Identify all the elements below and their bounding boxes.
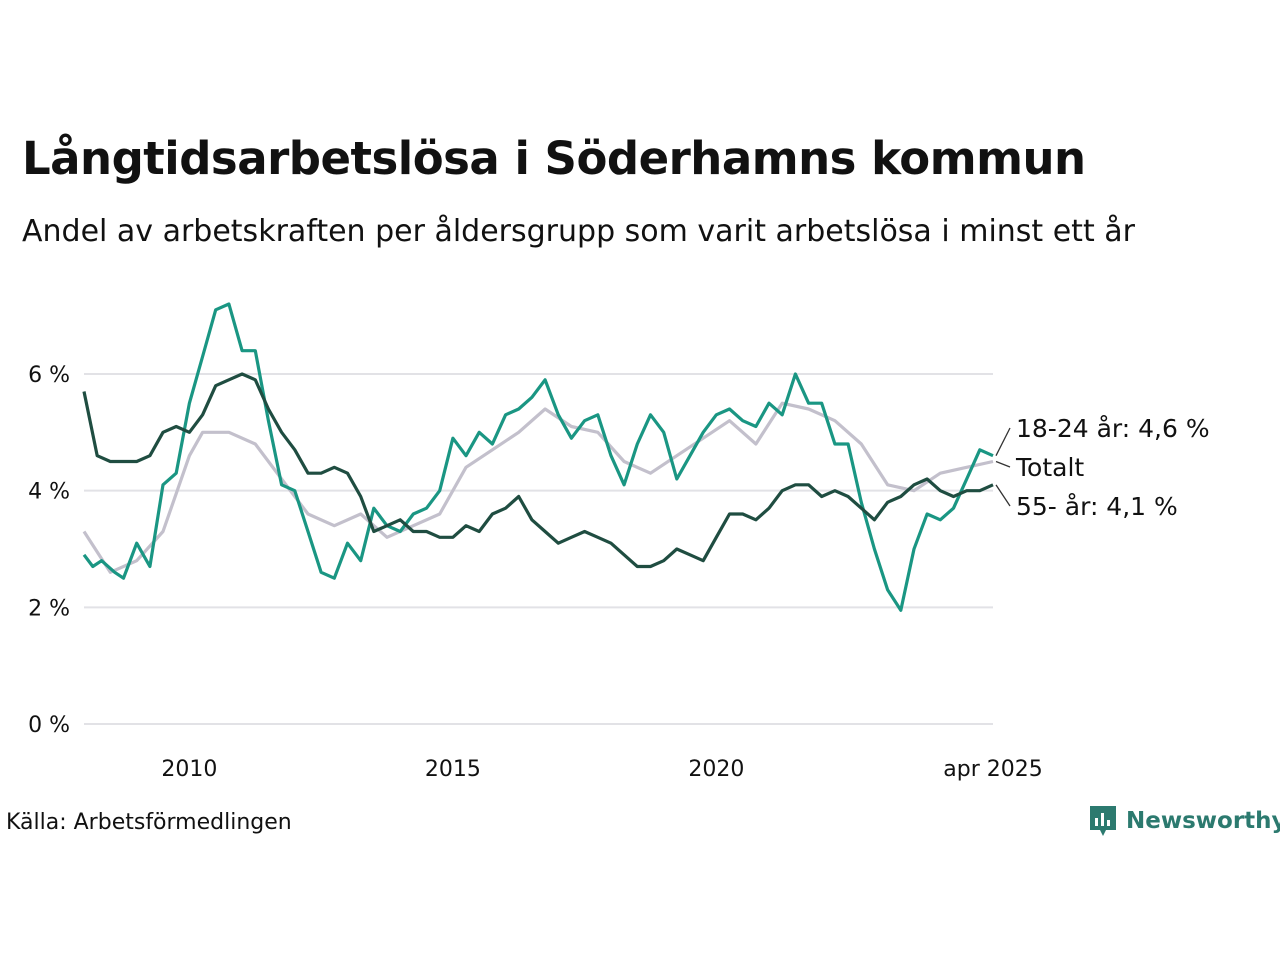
- source-note: Källa: Arbetsförmedlingen: [6, 810, 292, 835]
- series-lines: [82, 302, 994, 612]
- series-line-totalt: [82, 401, 994, 574]
- x-tick-label: 2015: [425, 757, 481, 782]
- leader-line: [995, 460, 1011, 468]
- chart-subtitle: Andel av arbetskraften per åldersgrupp s…: [22, 214, 1135, 249]
- y-axis-ticks: 0 % 2 % 4 % 6 %: [28, 363, 70, 738]
- y-tick-label: 0 %: [28, 713, 70, 738]
- brand-logo[interactable]: Newsworthy: [1088, 804, 1280, 838]
- gridlines: [84, 373, 993, 725]
- x-axis-ticks: 2010 2015 2020 apr 2025: [161, 757, 1042, 782]
- chart-title: Långtidsarbetslösa i Söderhamns kommun: [22, 132, 1086, 185]
- end-label-55-r: 55- år: 4,1 %: [1016, 492, 1178, 521]
- end-label-18-24-r: 18-24 år: 4,6 %: [1016, 414, 1210, 443]
- leader-line: [995, 427, 1011, 456]
- y-tick-label: 2 %: [28, 596, 70, 621]
- x-tick-label: 2020: [688, 757, 744, 782]
- y-tick-label: 6 %: [28, 363, 70, 388]
- leader-line: [995, 484, 1011, 507]
- series-line-18-24-r: [82, 302, 994, 612]
- series-line-55-r: [82, 372, 994, 569]
- end-label-totalt: Totalt: [1015, 453, 1084, 482]
- brand-name: Newsworthy: [1126, 808, 1280, 834]
- y-tick-label: 4 %: [28, 480, 70, 505]
- newsworthy-chart-icon: [1090, 806, 1116, 836]
- x-tick-label: apr 2025: [943, 757, 1042, 782]
- x-tick-label: 2010: [161, 757, 217, 782]
- end-labels: Totalt 18-24 år: 4,6 % 55- år: 4,1 %: [995, 414, 1210, 521]
